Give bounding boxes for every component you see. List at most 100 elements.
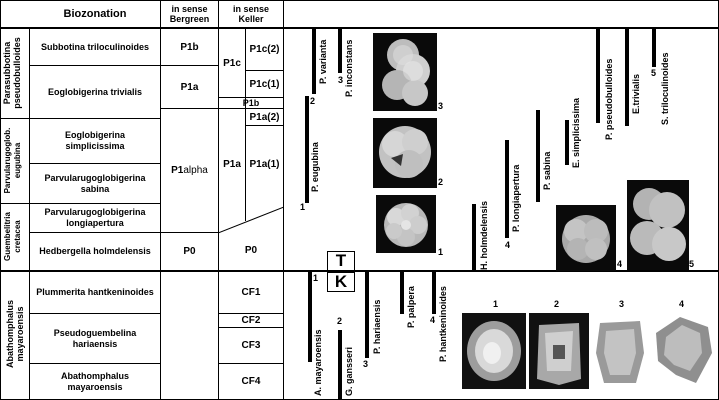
foram-photo-mid-5 — [627, 180, 689, 270]
keller-cf1: CF1 — [241, 287, 261, 298]
range-bar-p-hariaensis — [365, 272, 369, 358]
header-bergreen-line1: in sense — [171, 4, 208, 14]
keller-right-divider — [283, 0, 284, 400]
group-abathomphalus-line1: Abathomphalus — [5, 300, 15, 369]
keller-p1b: P1b — [242, 97, 260, 108]
bergreen-sep-3 — [160, 232, 219, 233]
taxon-p-varianta: P. varianta — [318, 39, 328, 84]
bergreen-p1alpha-main: P1 — [171, 165, 184, 176]
keller-p1c1: P1c(1) — [249, 78, 280, 90]
zone-sep-4 — [29, 313, 161, 314]
foram-photo-bottom-1 — [462, 313, 526, 389]
zone-abathomphalus-line2: mayaroensis — [67, 381, 123, 392]
zone-pseudoguembelina-line2: hariaensis — [72, 338, 118, 349]
range-bar-p-inconstans — [338, 29, 342, 73]
group-parvularugoglob: Parvularugoglob. eugubina — [3, 118, 23, 203]
zone-parv-sabina: Parvularugoglobigerina sabina — [30, 164, 160, 203]
keller-p1c2: P1c(2) — [249, 44, 280, 55]
taxon-p-pseudobulloides: P. pseudobulloides — [604, 58, 614, 140]
header-keller-line2: Keller — [238, 14, 264, 24]
photo-number-top-2: 2 — [438, 177, 444, 187]
zone-abathomphalus: Abathomphalus mayaroensis — [30, 364, 160, 399]
bar-number-hantkeninoides: 4 — [430, 315, 436, 325]
taxon-p-hantkeninoides: P. hantkeninoides — [438, 286, 448, 362]
bergreen-p1a: P1a — [180, 81, 199, 93]
bergreen-p0: P0 — [183, 246, 196, 257]
header-biozonation: Biozonation — [63, 7, 127, 20]
zone-sep-1 — [29, 65, 161, 66]
group-guembelitria: Guembelitria cretacea — [3, 203, 23, 270]
header-bergreen-line2: Bergreen — [169, 14, 210, 24]
bergreen-keller-divider — [218, 0, 219, 400]
group-parvularugoglob-line2: eugubina — [13, 142, 22, 179]
taxon-e-simplicissima: E. simplicissima — [571, 97, 581, 168]
range-bar-a-mayaroensis — [308, 272, 312, 362]
zone-sep-5 — [29, 363, 161, 364]
photo-number-mid-4: 4 — [617, 259, 623, 269]
header-bottom-line — [0, 27, 719, 29]
left-border — [0, 0, 1, 400]
taxon-g-gansseri: G. gansseri — [344, 346, 354, 396]
photo-number-bottom-2: 2 — [554, 299, 560, 309]
bergreen-sep-1 — [160, 65, 219, 66]
group-abathomphalus-line2: mayaroensis — [15, 306, 25, 362]
zone-parv-sabina-line2: sabina — [80, 183, 110, 194]
header-bergreen: in sense Bergreen — [161, 2, 218, 26]
zone-sep-3 — [29, 232, 161, 233]
zone-parv-sabina-line1: Parvularugoglobigerina — [44, 172, 146, 183]
bergreen-p1alpha: P1 alpha — [161, 109, 218, 232]
keller-sep-cf1 — [218, 313, 284, 314]
range-bar-p-varianta — [312, 29, 316, 94]
zone-parv-longi-line1: Parvularugoglobigerina — [44, 207, 146, 217]
zone-abathomphalus-line1: Abathomphalus — [60, 370, 129, 381]
photo-number-top-1: 1 — [438, 247, 444, 257]
range-bar-e-trivialis — [625, 29, 629, 126]
photo-number-bottom-4: 4 — [679, 299, 685, 309]
keller-p1a2: P1a(2) — [249, 111, 280, 123]
keller-sep-c2 — [245, 70, 284, 71]
bar-number-eugubina: 1 — [300, 202, 306, 212]
bergreen-p1b: P1b — [180, 41, 199, 53]
taxon-p-eugubina: P. eugubina — [310, 142, 320, 192]
zone-hedbergella: Hedbergella holmdelensis — [39, 246, 151, 256]
taxon-e-trivialis: E.trivialis — [631, 73, 641, 114]
keller-p1a: P1a — [223, 158, 241, 170]
keller-p1a1: P1a(1) — [249, 158, 280, 170]
kt-boundary-line — [0, 270, 719, 272]
bergreen-sep-2 — [160, 108, 219, 109]
zone-bergreen-divider — [160, 0, 161, 400]
range-bar-s-triloculinoides — [652, 29, 656, 67]
bar-number-hariaensis: 3 — [363, 359, 369, 369]
keller-cf3: CF3 — [241, 340, 261, 351]
taxon-p-inconstans: P. inconstans — [344, 39, 354, 97]
zone-sep-2 — [29, 163, 161, 164]
group-guembelitria-line1: Guembelitria — [3, 212, 12, 261]
zone-eoglobigerina-trivialis: Eoglobigerina trivialis — [47, 86, 143, 97]
bar-number-inconstans: 3 — [338, 75, 344, 85]
range-bar-p-longiapertura — [505, 140, 509, 238]
range-bar-p-palpera — [400, 272, 404, 314]
group-guembelitria-line2: cretacea — [13, 220, 22, 253]
keller-sep-p1b-top — [218, 97, 284, 98]
keller-sep-a2 — [245, 125, 284, 126]
bar-number-mayaroensis: 1 — [313, 273, 319, 283]
foram-photo-bottom-2 — [529, 313, 589, 389]
keller-inner-divider — [245, 28, 246, 221]
header-keller: in sense Keller — [219, 2, 283, 26]
t-boundary-box: T — [327, 251, 355, 271]
zone-eoglobigerina-simplicissima: Eoglobigerina simplicissima — [30, 119, 160, 163]
foram-photo-mid-4 — [556, 205, 616, 271]
foram-photo-top-2 — [373, 118, 437, 188]
group-sep-1 — [0, 118, 161, 119]
taxon-a-mayaroensis: A. mayaroensis — [313, 329, 323, 396]
group-parasubbotina-line1: Parasubbotina — [2, 41, 12, 105]
group-parvularugoglob-line1: Parvularugoglob. — [3, 127, 12, 194]
keller-p0: P0 — [244, 244, 258, 256]
range-bar-p-eugubina — [305, 96, 309, 203]
group-divider — [29, 28, 30, 400]
range-bar-h-holmdelensis — [472, 204, 476, 271]
taxon-p-palpera: P. palpera — [406, 286, 416, 328]
foram-photo-bottom-4 — [650, 313, 716, 389]
photo-number-top-3: 3 — [438, 101, 444, 111]
group-parasubbotina-line2: pseudobulloides — [12, 37, 22, 109]
